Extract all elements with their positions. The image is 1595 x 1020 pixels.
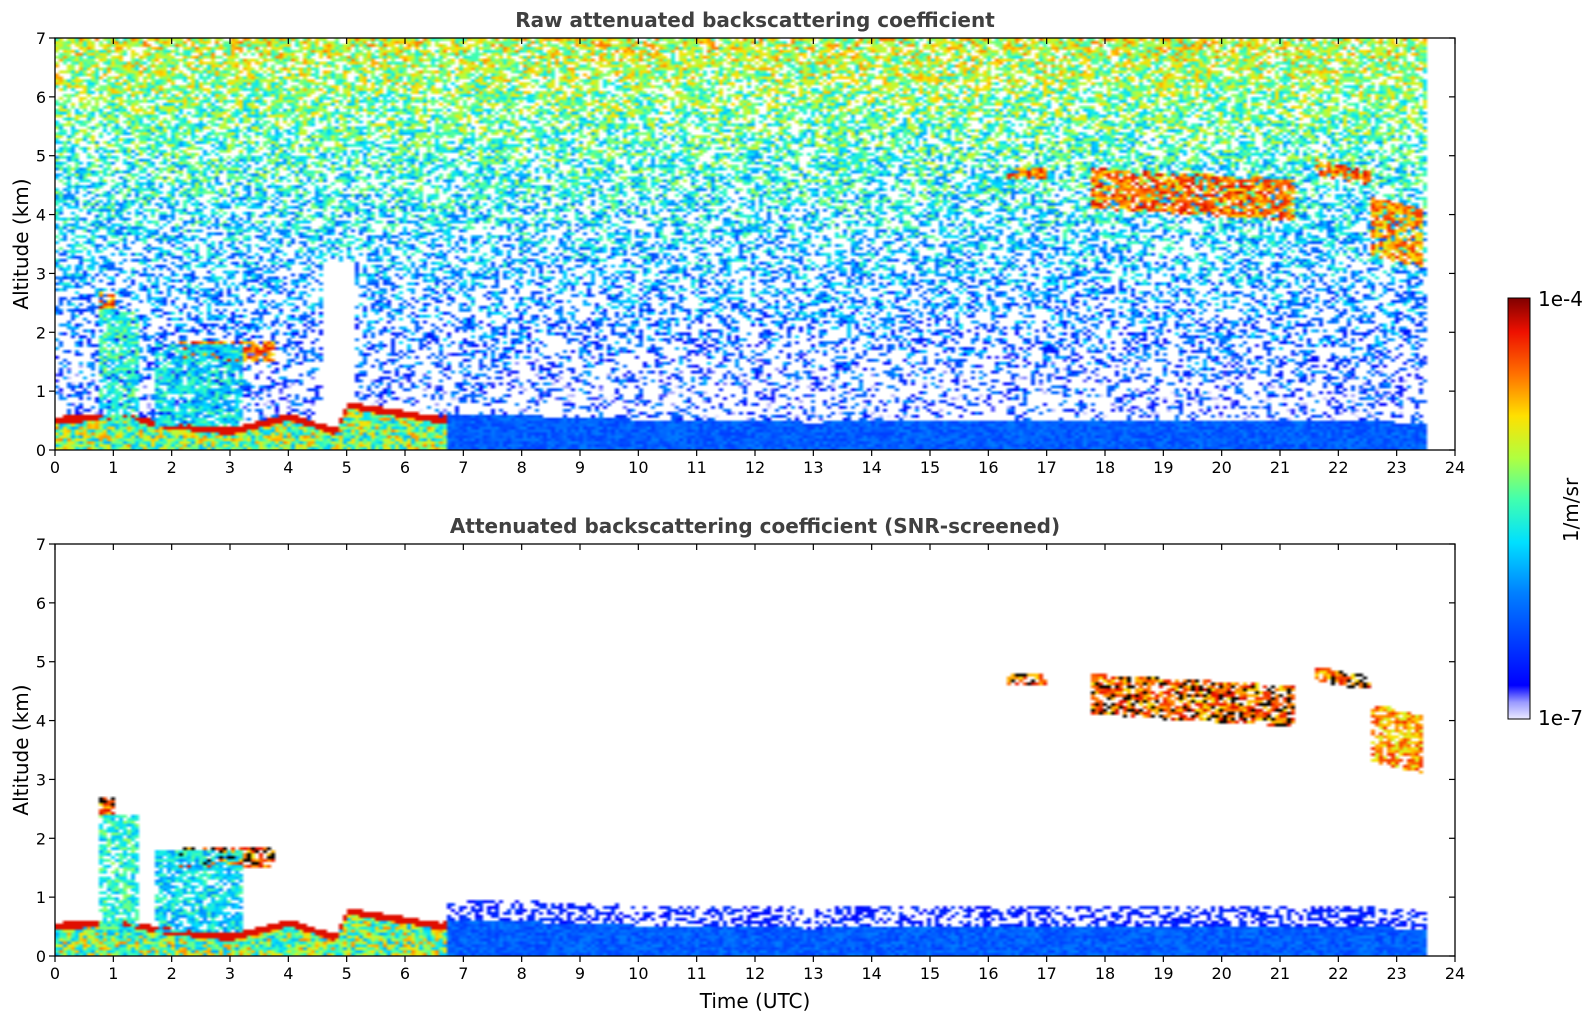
x-tick-label: 13 — [803, 458, 823, 477]
x-tick-label: 22 — [1328, 964, 1348, 983]
x-tick-label: 17 — [1036, 964, 1056, 983]
x-tick-label: 8 — [517, 458, 527, 477]
x-tick-label: 1 — [108, 964, 118, 983]
colorbar-min-label: 1e-7 — [1538, 706, 1583, 730]
y-tick-label: 5 — [36, 147, 46, 166]
x-ticks: 0 1 2 3 4 5 6 7 8 9 10 11 12 13 14 15 16 17 18 19 20 21 22 23 24 — [50, 38, 1465, 477]
x-tick-label: 10 — [628, 458, 648, 477]
x-tick-label: 12 — [745, 458, 765, 477]
x-tick-label: 9 — [575, 458, 585, 477]
y-tick-label: 7 — [36, 29, 46, 48]
x-tick-label: 19 — [1153, 964, 1173, 983]
x-tick-label: 18 — [1095, 964, 1115, 983]
x-tick-label: 10 — [628, 964, 648, 983]
x-tick-label: 20 — [1211, 458, 1231, 477]
x-tick-label: 15 — [920, 458, 940, 477]
x-tick-label: 1 — [108, 458, 118, 477]
colorbar-unit-label: 1/m/sr — [1559, 477, 1583, 542]
x-tick-label: 11 — [686, 458, 706, 477]
x-tick-label: 15 — [920, 964, 940, 983]
panel-title: Raw attenuated backscattering coefficien… — [515, 8, 995, 32]
y-tick-label: 6 — [36, 88, 46, 107]
y-axis-label: Altitude (km) — [9, 684, 33, 815]
x-tick-label: 18 — [1095, 458, 1115, 477]
x-tick-label: 0 — [50, 458, 60, 477]
y-tick-label: 3 — [36, 264, 46, 283]
y-tick-label: 0 — [36, 441, 46, 460]
x-tick-label: 7 — [458, 964, 468, 983]
x-tick-label: 3 — [225, 964, 235, 983]
x-tick-label: 0 — [50, 964, 60, 983]
x-tick-label: 20 — [1211, 964, 1231, 983]
x-tick-label: 21 — [1270, 458, 1290, 477]
panel-screened: Attenuated backscattering coefficient (S… — [9, 514, 1465, 1013]
x-tick-label: 3 — [225, 458, 235, 477]
colorbar-max-label: 1e-4 — [1538, 287, 1583, 311]
x-tick-label: 19 — [1153, 458, 1173, 477]
y-tick-label: 1 — [36, 888, 46, 907]
x-tick-label: 11 — [686, 964, 706, 983]
x-tick-label: 5 — [342, 458, 352, 477]
y-tick-label: 3 — [36, 770, 46, 789]
x-tick-label: 5 — [342, 964, 352, 983]
x-tick-label: 16 — [978, 964, 998, 983]
y-tick-label: 6 — [36, 594, 46, 613]
x-tick-label: 6 — [400, 458, 410, 477]
x-tick-label: 4 — [283, 458, 293, 477]
y-tick-label: 7 — [36, 535, 46, 554]
x-tick-label: 7 — [458, 458, 468, 477]
y-tick-label: 4 — [36, 206, 46, 225]
x-tick-label: 23 — [1386, 458, 1406, 477]
y-tick-label: 4 — [36, 712, 46, 731]
y-ticks: 0 1 2 3 4 5 6 7 — [36, 29, 1455, 460]
panel-title: Attenuated backscattering coefficient (S… — [450, 514, 1060, 538]
x-tick-label: 12 — [745, 964, 765, 983]
y-axis-label: Altitude (km) — [9, 178, 33, 309]
heatmap-raster — [55, 544, 1455, 956]
x-tick-label: 24 — [1445, 964, 1465, 983]
x-tick-label: 21 — [1270, 964, 1290, 983]
x-ticks: 0 1 2 3 4 5 6 7 8 9 10 11 12 13 14 15 16 17 18 19 20 21 22 23 24 — [50, 544, 1465, 983]
y-tick-label: 2 — [36, 829, 46, 848]
y-tick-label: 5 — [36, 653, 46, 672]
y-tick-label: 1 — [36, 382, 46, 401]
x-axis-label: Time (UTC) — [699, 989, 811, 1013]
x-tick-label: 2 — [167, 964, 177, 983]
panel-raw: Raw attenuated backscattering coefficien… — [9, 8, 1465, 477]
x-tick-label: 9 — [575, 964, 585, 983]
x-tick-label: 23 — [1386, 964, 1406, 983]
x-tick-label: 14 — [861, 458, 881, 477]
x-tick-label: 2 — [167, 458, 177, 477]
y-tick-label: 2 — [36, 323, 46, 342]
x-tick-label: 8 — [517, 964, 527, 983]
x-tick-label: 24 — [1445, 458, 1465, 477]
x-tick-label: 13 — [803, 964, 823, 983]
x-tick-label: 17 — [1036, 458, 1056, 477]
x-tick-label: 16 — [978, 458, 998, 477]
heatmap-raster — [55, 38, 1455, 450]
x-tick-label: 14 — [861, 964, 881, 983]
x-tick-label: 22 — [1328, 458, 1348, 477]
x-tick-label: 4 — [283, 964, 293, 983]
y-ticks: 0 1 2 3 4 5 6 7 — [36, 535, 1455, 966]
x-tick-label: 6 — [400, 964, 410, 983]
colorbar-gradient — [1507, 297, 1531, 720]
colorbar: 1e-4 1e-7 1/m/sr — [1507, 287, 1583, 730]
y-tick-label: 0 — [36, 947, 46, 966]
